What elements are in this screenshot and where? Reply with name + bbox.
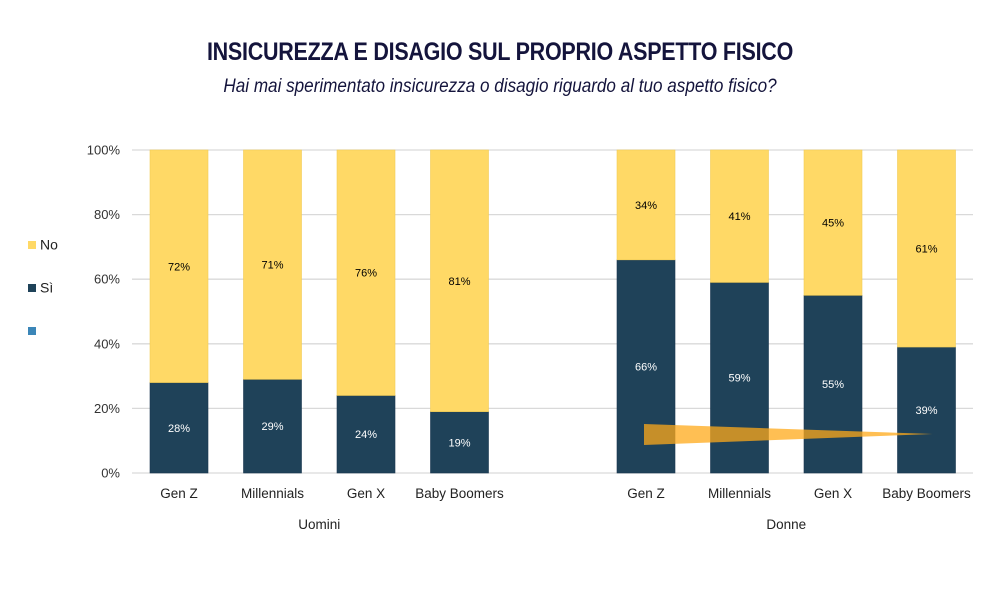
bar-segment-si <box>430 411 489 474</box>
bar-segment-si <box>149 382 209 474</box>
x-category-label: Gen X <box>814 486 852 501</box>
trend-wedge-annotation <box>644 424 933 445</box>
y-tick-label: 40% <box>94 336 120 351</box>
bar-segment-no <box>243 149 302 380</box>
data-label: 19% <box>448 437 470 449</box>
x-category-label: Gen Z <box>627 486 665 501</box>
legend-label: No <box>40 237 58 253</box>
data-label: 28% <box>168 423 190 435</box>
y-tick-label: 20% <box>94 401 120 416</box>
data-label: 55% <box>822 379 844 391</box>
bars <box>149 149 956 474</box>
x-category-label: Millennials <box>241 486 304 501</box>
legend-swatch <box>28 284 36 292</box>
chart-title: INSICUREZZA E DISAGIO SUL PROPRIO ASPETT… <box>206 38 794 66</box>
data-label: 29% <box>261 421 283 433</box>
data-label: 34% <box>635 200 657 212</box>
data-label: 72% <box>168 261 190 273</box>
data-label: 45% <box>822 218 844 230</box>
legend-label: Sì <box>40 280 53 296</box>
legend-swatch <box>28 327 36 335</box>
bar-segment-no <box>336 149 396 396</box>
bar-segment-si <box>336 395 396 474</box>
x-group-label: Donne <box>766 517 806 532</box>
annotations <box>644 424 933 445</box>
data-labels: 28% 72% 29% 71% 24% 76% 19% 81% 66% 34% 59% 41% 55% 4… <box>168 200 938 449</box>
data-label: 61% <box>915 244 937 256</box>
bar-segment-si <box>803 295 863 474</box>
bar-segment-no <box>803 149 863 296</box>
x-group-label: Uomini <box>298 517 340 532</box>
x-axis-groups: Uomini Donne <box>298 517 806 532</box>
data-label: 24% <box>355 429 377 441</box>
x-category-label: Millennials <box>708 486 771 501</box>
bar-segment-si <box>243 379 302 474</box>
data-label: 59% <box>728 373 750 385</box>
y-tick-label: 80% <box>94 207 120 222</box>
data-label: 76% <box>355 268 377 280</box>
bar-segment-si <box>897 346 956 474</box>
data-label: 39% <box>915 405 937 417</box>
x-category-label: Baby Boomers <box>882 486 971 501</box>
data-label: 66% <box>635 361 657 373</box>
bar-segment-no <box>616 149 676 261</box>
chart-subtitle: Hai mai sperimentato insicurezza o disag… <box>223 76 777 97</box>
bar-segment-no <box>430 149 489 412</box>
x-axis-categories: Gen Z Millennials Gen X Baby Boomers Gen Z Mi… <box>160 486 971 501</box>
x-category-label: Gen X <box>347 486 385 501</box>
x-category-label: Gen Z <box>160 486 198 501</box>
bar-segment-no <box>710 149 769 283</box>
data-label: 71% <box>261 260 283 272</box>
y-tick-label: 100% <box>87 143 121 158</box>
legend: No Sì <box>28 237 58 335</box>
bar-segment-no <box>149 149 209 383</box>
bar-segment-no <box>897 149 956 348</box>
y-tick-label: 60% <box>94 272 120 287</box>
data-label: 81% <box>448 276 470 288</box>
x-category-label: Baby Boomers <box>415 486 504 501</box>
data-label: 41% <box>728 211 750 223</box>
y-tick-label: 0% <box>101 466 120 481</box>
legend-swatch <box>28 241 36 249</box>
y-axis-ticks: 0% 20% 40% 60% 80% 100% <box>87 143 121 481</box>
